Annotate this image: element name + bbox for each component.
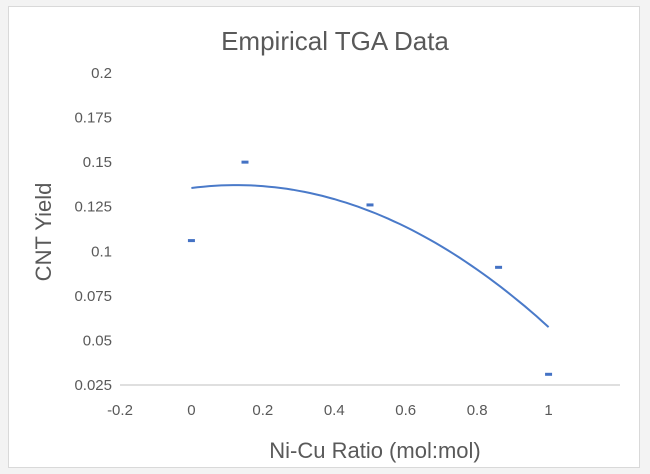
trendline [191,184,550,328]
data-point [187,239,195,243]
x-tick-label: 0 [187,402,195,419]
x-tick-label: 0.8 [467,402,488,419]
y-tick-label: 0.2 [91,65,112,82]
x-tick-label: -0.2 [107,402,133,419]
x-tick-label: 0.6 [395,402,416,419]
x-axis-label: Ni-Cu Ratio (mol:mol) [269,438,480,463]
data-point [495,265,503,269]
data-point [241,160,249,164]
x-tick-label: 0.2 [252,402,273,419]
y-tick-label: 0.175 [74,110,112,127]
y-tick-label: 0.1 [91,243,112,260]
chart-frame [8,6,640,468]
data-point [545,372,553,376]
data-points [187,160,553,376]
x-axis-ticks: -0.2 0 0.2 0.4 0.6 0.8 1 [107,402,553,419]
chart-title: Empirical TGA Data [221,26,449,56]
y-tick-label: 0.125 [74,199,112,216]
y-tick-label: 0.025 [74,377,112,394]
y-tick-label: 0.075 [74,288,112,305]
y-axis-label: CNT Yield [31,183,56,282]
x-tick-label: 1 [544,402,552,419]
y-tick-label: 0.05 [83,332,112,349]
data-point [366,203,374,207]
x-tick-label: 0.4 [324,402,345,419]
y-tick-label: 0.15 [83,154,112,171]
y-axis-ticks: 0.025 0.05 0.075 0.1 0.125 0.15 0.175 0.2 [74,65,112,394]
